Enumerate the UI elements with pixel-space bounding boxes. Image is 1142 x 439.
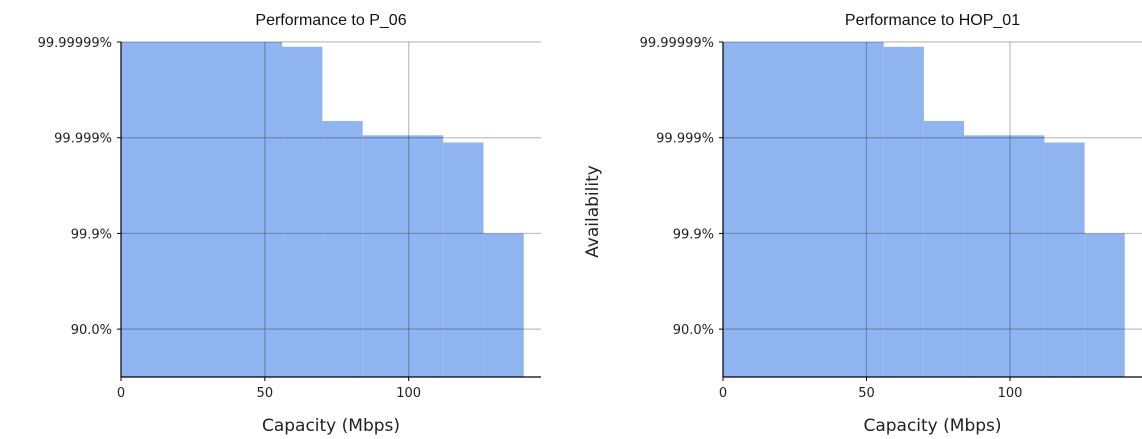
x-tick-label: 50 bbox=[858, 386, 875, 401]
capacity-step-bar bbox=[1044, 142, 1085, 377]
x-tick-label: 50 bbox=[257, 386, 274, 401]
capacity-step-bar bbox=[923, 120, 965, 377]
x-tick-label: 0 bbox=[117, 386, 125, 401]
capacity-step-bar bbox=[1084, 233, 1125, 377]
y-tick-label: 99.99999% bbox=[640, 36, 714, 51]
y-tick-label: 99.999% bbox=[54, 132, 112, 147]
capacity-step-bar bbox=[723, 42, 884, 377]
x-tick-label: 100 bbox=[396, 386, 421, 401]
capacity-step-bar bbox=[483, 233, 524, 377]
x-tick-label: 100 bbox=[998, 386, 1023, 401]
y-tick-label: 99.9% bbox=[673, 227, 714, 242]
capacity-step-bar bbox=[121, 42, 283, 377]
capacity-step-bar bbox=[883, 46, 924, 378]
capacity-step-bar bbox=[362, 135, 444, 377]
capacity-step-bar bbox=[443, 142, 484, 377]
capacity-step-bar bbox=[964, 135, 1045, 377]
y-axis-label: Availability bbox=[583, 165, 603, 258]
x-axis-label: Capacity (Mbps) bbox=[262, 416, 400, 436]
capacity-step-bar bbox=[322, 120, 363, 377]
chart-panel-hop01: 0 50 100 90.0% 99.9% 99.999% 99.99999% Performa… bbox=[583, 12, 1142, 436]
capacity-step-bar bbox=[282, 46, 323, 378]
chart-title: Performance to P_06 bbox=[255, 12, 406, 29]
y-tick-label: 90.0% bbox=[71, 323, 112, 338]
y-tick-label: 99.999% bbox=[656, 132, 714, 147]
x-axis-label: Capacity (Mbps) bbox=[863, 416, 1001, 436]
chart-panel-p06: 0 50 100 90.0% 99.9% 99.999% 99.99999% Performa… bbox=[38, 12, 541, 436]
y-tick-label: 99.9% bbox=[71, 227, 112, 242]
y-tick-label: 90.0% bbox=[673, 323, 714, 338]
y-tick-label: 99.99999% bbox=[38, 36, 112, 51]
chart-title: Performance to HOP_01 bbox=[845, 12, 1020, 29]
x-tick-label: 0 bbox=[719, 386, 727, 401]
